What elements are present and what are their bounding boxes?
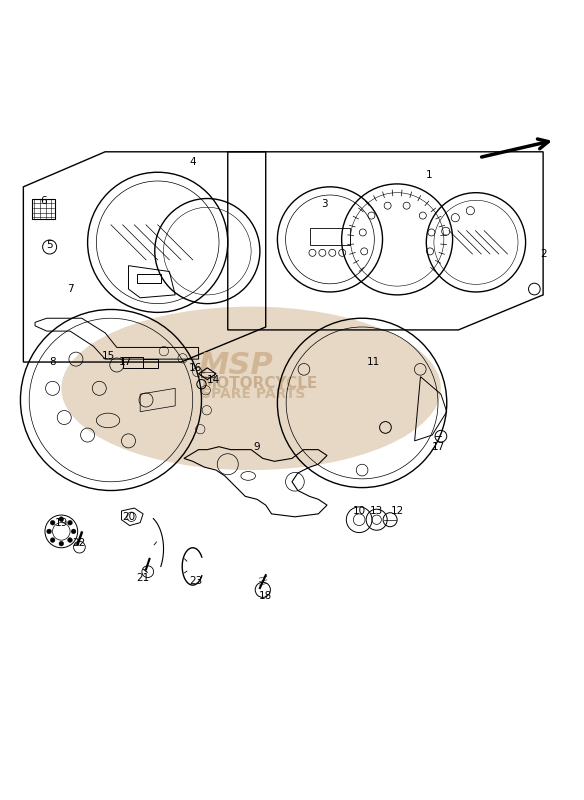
- Text: 23: 23: [189, 576, 202, 586]
- Text: 19: 19: [55, 518, 68, 528]
- Text: 10: 10: [353, 506, 366, 516]
- Text: MSP: MSP: [199, 350, 273, 380]
- Text: 1: 1: [426, 170, 433, 180]
- Text: 18: 18: [259, 590, 272, 601]
- Text: 2: 2: [540, 249, 547, 259]
- Text: 9: 9: [253, 442, 260, 452]
- Text: 13: 13: [370, 506, 383, 516]
- Circle shape: [50, 538, 55, 542]
- Text: 21: 21: [137, 573, 150, 583]
- Text: 17: 17: [119, 357, 132, 367]
- Text: 6: 6: [40, 197, 47, 206]
- Text: 14: 14: [207, 374, 220, 385]
- Text: 5: 5: [46, 240, 53, 250]
- Ellipse shape: [61, 306, 441, 470]
- Text: 17: 17: [432, 442, 444, 452]
- Text: 3: 3: [321, 199, 328, 210]
- Text: MOTORCYCLE: MOTORCYCLE: [201, 376, 318, 391]
- Text: 16: 16: [189, 363, 202, 373]
- Circle shape: [71, 529, 76, 534]
- Circle shape: [59, 542, 64, 546]
- Circle shape: [68, 538, 72, 542]
- Text: 8: 8: [49, 357, 56, 367]
- Text: 12: 12: [391, 506, 404, 516]
- Circle shape: [47, 529, 51, 534]
- Circle shape: [59, 517, 64, 522]
- Circle shape: [50, 520, 55, 525]
- Text: 7: 7: [67, 284, 74, 294]
- Text: SPARE PARTS: SPARE PARTS: [201, 387, 306, 402]
- Text: 22: 22: [72, 538, 85, 548]
- Text: 20: 20: [122, 512, 135, 522]
- Circle shape: [68, 520, 72, 525]
- Text: 4: 4: [189, 157, 196, 166]
- Text: 11: 11: [367, 357, 380, 367]
- Text: 15: 15: [102, 351, 114, 362]
